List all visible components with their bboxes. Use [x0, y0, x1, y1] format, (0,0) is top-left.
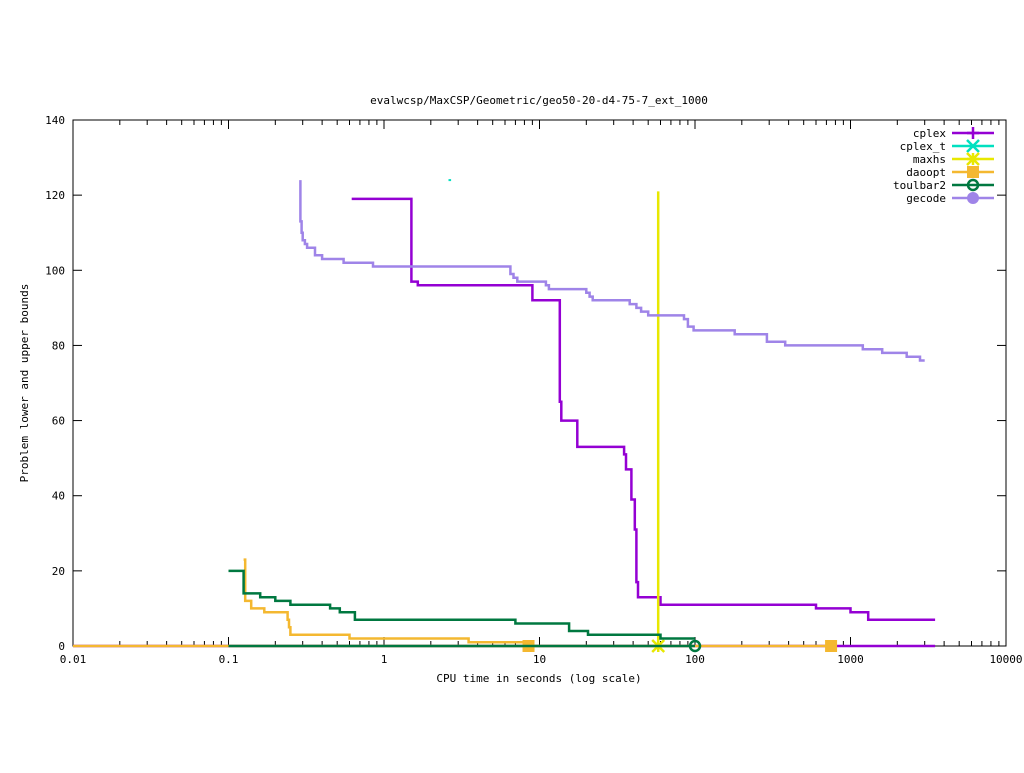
series-daoopt-line	[243, 558, 529, 644]
legend-marker-daoopt	[967, 166, 979, 178]
legend-marker-gecode	[967, 192, 979, 204]
y-tick-label: 80	[52, 339, 65, 352]
legend-label-maxhs: maxhs	[913, 153, 946, 166]
legend-label-cplex-t: cplex_t	[900, 140, 946, 153]
series-cplex-line	[351, 197, 936, 621]
x-axis-label: CPU time in seconds (log scale)	[436, 672, 641, 685]
y-tick-label: 100	[45, 264, 65, 277]
plot-area: 0 20 40 60 80 100 120 140 0.01 0.1 1 10 100 1000 10000	[45, 114, 1022, 666]
y-tick-label: 0	[58, 640, 65, 653]
x-tick-label: 0.01	[60, 653, 87, 666]
y-tick-label: 60	[52, 415, 65, 428]
x-tick-label: 100	[685, 653, 705, 666]
legend-label-cplex: cplex	[913, 127, 946, 140]
legend-marker-cplex	[967, 127, 979, 139]
legend-marker-cplex-t	[966, 139, 980, 153]
x-tick-label: 0.1	[219, 653, 239, 666]
x-tick-label: 10	[533, 653, 546, 666]
x-tick-label: 1	[381, 653, 388, 666]
x-tick-label: 10000	[989, 653, 1022, 666]
y-axis-label: Problem lower and upper bounds	[18, 284, 31, 483]
legend-label-toulbar2: toulbar2	[893, 179, 946, 192]
legend-marker-toulbar2	[966, 178, 980, 192]
y-tick-label: 140	[45, 114, 65, 127]
chart-title: evalwcsp/MaxCSP/Geometric/geo50-20-d4-75…	[370, 94, 708, 107]
x-tick-label: 1000	[837, 653, 864, 666]
legend-label-gecode: gecode	[906, 192, 946, 205]
legend-marker-maxhs	[966, 152, 980, 166]
y-tick-label: 20	[52, 565, 65, 578]
plot-frame	[72, 119, 1007, 647]
series-gecode-line	[299, 180, 925, 362]
y-tick-label: 40	[52, 490, 65, 503]
series-toulbar2-marker	[688, 639, 702, 653]
legend-label-daoopt: daoopt	[906, 166, 946, 179]
series-toulbar2-line	[228, 569, 695, 640]
series-daoopt-marker	[825, 640, 838, 652]
y-tick-label: 120	[45, 189, 65, 202]
